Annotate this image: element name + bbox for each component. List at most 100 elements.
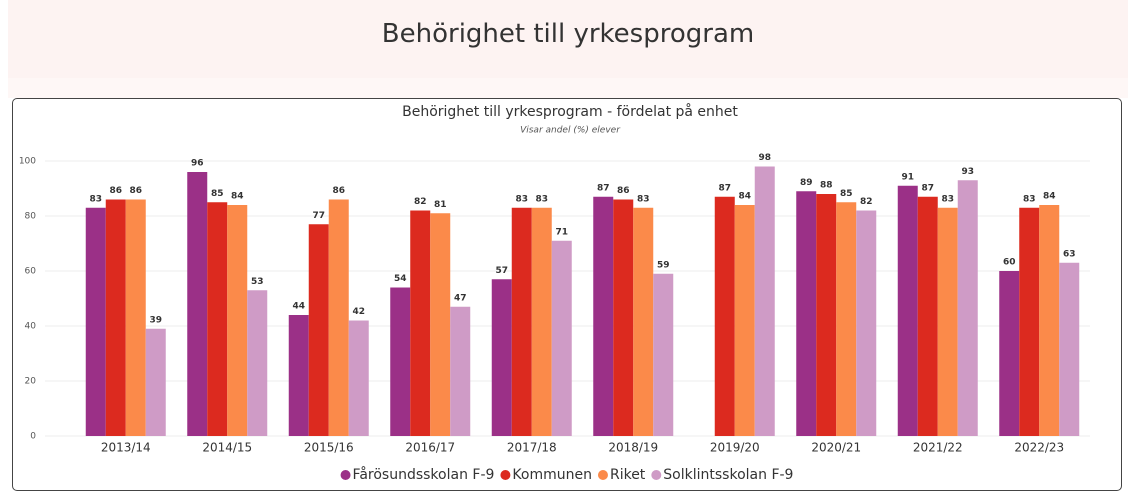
legend-marker <box>597 470 608 480</box>
bar <box>796 191 817 436</box>
x-tick-label: 2015/16 <box>304 441 354 455</box>
x-tick-label: 2016/17 <box>405 441 455 455</box>
y-tick-label: 20 <box>25 377 37 387</box>
bar <box>917 196 938 436</box>
value-label: 60 <box>1003 258 1016 268</box>
value-label: 77 <box>312 211 325 221</box>
header: Behörighet till yrkesprogram <box>8 0 1128 78</box>
page-title: Behörighet till yrkesprogram <box>381 19 755 49</box>
bar <box>714 196 735 436</box>
value-label: 84 <box>738 192 751 202</box>
value-label: 83 <box>941 194 954 204</box>
bar <box>308 224 329 436</box>
value-label: 89 <box>800 178 813 188</box>
bar <box>288 315 309 436</box>
bar <box>999 271 1020 436</box>
legend-label: Riket <box>610 467 646 483</box>
value-label: 42 <box>352 307 365 317</box>
value-label: 86 <box>129 186 142 196</box>
bar <box>348 320 369 436</box>
y-tick-label: 40 <box>25 322 37 332</box>
bar <box>125 199 146 436</box>
value-label: 83 <box>515 194 528 204</box>
bar <box>207 202 228 436</box>
bar <box>410 210 431 436</box>
chart-box <box>12 98 1122 491</box>
bar <box>734 205 755 436</box>
x-tick-label: 2013/14 <box>101 441 151 455</box>
bar <box>511 207 532 436</box>
bar <box>633 207 654 436</box>
value-label: 47 <box>454 293 467 303</box>
bar <box>390 287 411 436</box>
x-tick-label: 2020/21 <box>811 441 861 455</box>
bar <box>247 290 268 436</box>
value-label: 83 <box>1023 194 1036 204</box>
x-tick-label: 2022/23 <box>1014 441 1064 455</box>
y-tick-label: 100 <box>19 157 36 167</box>
legend-marker <box>500 470 511 480</box>
bar <box>937 207 958 436</box>
value-label: 87 <box>921 183 934 193</box>
value-label: 71 <box>555 227 568 237</box>
bar <box>1019 207 1040 436</box>
bar <box>1059 262 1080 436</box>
legend-marker <box>340 470 351 480</box>
value-label: 82 <box>860 197 873 207</box>
value-label: 93 <box>961 167 974 177</box>
bar <box>491 279 512 436</box>
bar <box>816 194 837 436</box>
value-label: 44 <box>292 302 305 312</box>
bar <box>856 210 877 436</box>
x-tick-label: 2019/20 <box>710 441 760 455</box>
bar <box>450 306 471 436</box>
chart-subtitle: Visar andel (%) elever <box>520 126 621 136</box>
value-label: 84 <box>1043 192 1056 202</box>
y-tick-label: 60 <box>25 267 37 277</box>
bar <box>187 172 208 436</box>
x-tick-label: 2017/18 <box>507 441 557 455</box>
x-tick-label: 2021/22 <box>913 441 963 455</box>
bar <box>593 196 614 436</box>
header-band <box>8 78 1128 98</box>
bar <box>227 205 248 436</box>
y-tick-label: 0 <box>30 432 36 442</box>
bar <box>754 166 775 436</box>
bar <box>105 199 126 436</box>
value-label: 59 <box>657 260 670 270</box>
bar <box>836 202 857 436</box>
value-label: 98 <box>758 153 771 163</box>
legend-label: Fårösundsskolan F-9 <box>353 466 495 483</box>
bar <box>551 240 572 436</box>
value-label: 88 <box>820 181 833 191</box>
value-label: 86 <box>332 186 345 196</box>
value-label: 54 <box>394 274 407 284</box>
value-label: 53 <box>251 277 264 287</box>
bar <box>957 180 978 436</box>
bar <box>145 328 166 436</box>
bar <box>430 213 451 436</box>
value-label: 91 <box>901 172 914 182</box>
x-tick-label: 2018/19 <box>608 441 658 455</box>
y-tick-label: 80 <box>25 212 37 222</box>
value-label: 86 <box>109 186 122 196</box>
bar <box>85 207 106 436</box>
bar <box>653 273 674 436</box>
bar <box>1039 205 1060 436</box>
value-label: 83 <box>89 194 102 204</box>
value-label: 63 <box>1063 249 1076 259</box>
value-label: 96 <box>191 159 204 169</box>
bar <box>328 199 349 436</box>
x-tick-label: 2014/15 <box>202 441 252 455</box>
value-label: 57 <box>495 266 508 276</box>
bar <box>531 207 552 436</box>
value-label: 87 <box>718 183 731 193</box>
chart-title: Behörighet till yrkesprogram - fördelat … <box>402 103 738 120</box>
legend-label: Solklintsskolan F-9 <box>663 467 793 483</box>
value-label: 86 <box>617 186 630 196</box>
value-label: 87 <box>597 183 610 193</box>
legend-marker <box>651 470 662 480</box>
value-label: 85 <box>211 189 224 199</box>
value-label: 84 <box>231 192 244 202</box>
